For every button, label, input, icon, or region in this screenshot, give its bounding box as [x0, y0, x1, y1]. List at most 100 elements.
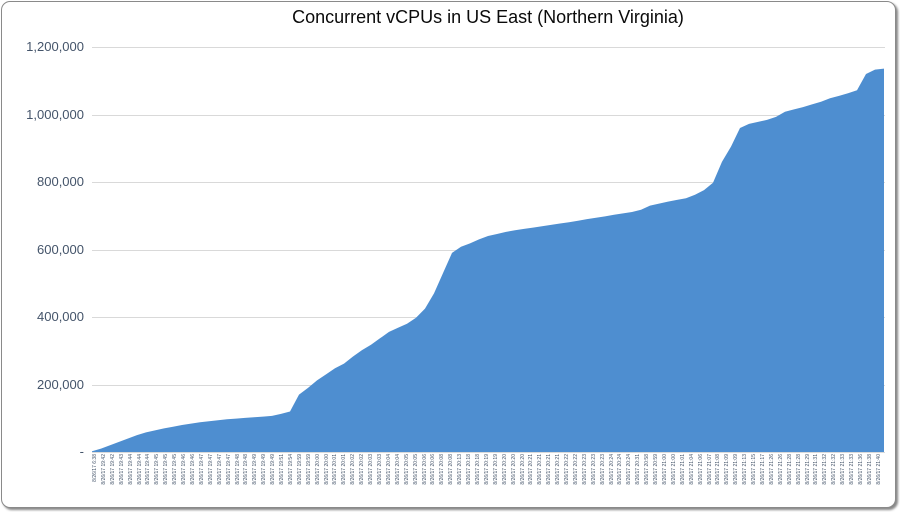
- x-tick-label: 8/26/17 21:08: [715, 454, 722, 485]
- x-tick-label: 8/26/17 19:49: [252, 454, 259, 485]
- y-grid-line: [92, 452, 885, 453]
- x-tick-label: 8/26/17 20:03: [377, 454, 383, 485]
- x-tick-label: 8/26/17 20:24: [608, 454, 615, 485]
- x-tick-label: 8/26/17 19:47: [216, 454, 223, 485]
- x-tick-label: 8/26/17 20:18: [466, 454, 473, 485]
- x-tick-label: 8/26/17 20:58: [644, 454, 651, 485]
- x-tick-label: 8/26/17 19:44: [136, 454, 143, 485]
- x-tick-label: 8/26/17 20:22: [572, 454, 579, 485]
- chart-title: Concurrent vCPUs in US East (Northern Vi…: [292, 7, 684, 27]
- x-tick-label: 8/26/17 20:31: [635, 454, 642, 485]
- x-axis-labels: 8/26/17 6:38 8/26/17 19:42 8/26/17 19:42 8/…: [92, 454, 884, 507]
- y-tick-label: 600,000: [37, 241, 84, 257]
- x-tick-label: 8/26/17 19:46: [189, 454, 196, 485]
- x-tick-label: 8/26/17 20:08: [439, 454, 446, 485]
- x-tick-label: 8/26/17 20:24: [626, 454, 633, 485]
- x-tick-label: 8/26/17 20:23: [599, 454, 606, 485]
- x-tick-label: 8/26/17 20:21: [528, 454, 535, 485]
- x-tick-label: 8/26/17 20:06: [421, 454, 428, 485]
- x-tick-label: 8/26/17 21:07: [706, 454, 713, 485]
- x-tick-label: 8/26/17 20:23: [590, 454, 597, 485]
- x-tick-label: 8/26/17 21:26: [777, 454, 784, 485]
- x-tick-label: 8/26/17 20:19: [492, 454, 499, 485]
- x-tick-label: 8/26/17 20:02: [350, 454, 357, 485]
- x-tick-label: 8/26/17 21:38: [866, 454, 873, 485]
- y-grid-line: [92, 182, 885, 183]
- x-tick-label: 8/26/17 21:31: [813, 454, 820, 485]
- y-tick-label: -: [79, 444, 84, 459]
- x-tick-label: 8/26/17 21:15: [751, 454, 758, 485]
- x-tick-label: 8/26/17 19:47: [207, 454, 214, 485]
- x-tick-label: 8/26/17 19:59: [296, 454, 303, 485]
- x-tick-label: 8/26/17 19:45: [154, 454, 161, 485]
- y-grid-line: [92, 114, 885, 116]
- x-tick-label: 8/26/17 19:59: [305, 454, 312, 485]
- x-tick-label: 8/26/17 20:06: [430, 454, 437, 485]
- x-tick-label: 8/26/17 21:00: [662, 454, 668, 485]
- x-tick-label: 8/26/17 20:03: [368, 454, 375, 485]
- x-tick-label: 8/26/17 20:02: [359, 454, 366, 485]
- x-tick-label: 8/26/17 20:21: [546, 454, 553, 485]
- x-tick-label: 8/26/17 21:01: [679, 454, 686, 485]
- x-tick-label: 8/26/17 19:45: [163, 454, 170, 485]
- x-tick-label: 8/26/17 19:42: [109, 454, 116, 485]
- x-tick-label: 8/26/17 21:26: [768, 454, 775, 485]
- x-tick-label: 8/26/17 20:24: [617, 454, 624, 485]
- x-tick-label: 8/26/17 19:49: [270, 454, 277, 485]
- x-tick-label: 8/26/17 20:23: [581, 454, 588, 485]
- x-tick-label: 8/26/17 19:44: [127, 454, 134, 485]
- y-tick-label: 1,200,000: [26, 39, 84, 54]
- x-tick-label: 8/26/17 19:48: [243, 454, 250, 485]
- area-series-wrap: [92, 47, 884, 452]
- x-tick-label: 8/26/17 21:09: [733, 454, 740, 485]
- x-tick-label: 8/26/17 21:32: [822, 454, 829, 485]
- y-tick-label: 800,000: [37, 174, 84, 189]
- x-tick-label: 8/26/17 21:33: [849, 454, 856, 485]
- x-tick-label: 8/26/17 21:09: [724, 454, 731, 485]
- y-tick-label: 1,000,000: [26, 106, 84, 122]
- x-tick-label: 8/26/17 19:44: [145, 454, 152, 485]
- x-tick-label: 8/26/17 21:06: [697, 454, 704, 485]
- x-tick-label: 8/26/17 20:20: [510, 454, 517, 485]
- x-tick-label: 8/26/17 20:01: [341, 454, 348, 485]
- x-tick-label: 8/26/17 20:19: [483, 454, 490, 485]
- x-tick-label: 8/26/17 19:43: [118, 454, 125, 485]
- x-tick-label: 8/26/17 20:04: [385, 454, 392, 485]
- x-tick-label: 8/26/17 20:18: [474, 454, 481, 485]
- x-tick-label: 8/26/17 21:28: [795, 454, 802, 485]
- x-tick-label: 8/26/17 20:20: [501, 454, 508, 485]
- x-tick-label: 8/26/17 19:45: [172, 454, 179, 485]
- x-tick-label: 8/26/17 20:13: [457, 454, 464, 485]
- x-tick-label: 8/26/17 20:00: [323, 454, 330, 485]
- area-series: [92, 68, 884, 452]
- x-tick-label: 8/26/17 21:33: [840, 454, 847, 485]
- x-tick-label: 8/26/17 21:29: [804, 454, 811, 485]
- x-tick-label: 8/26/17 20:21: [555, 454, 562, 485]
- x-tick-label: 8/26/17 19:47: [198, 454, 205, 485]
- y-grid-line: [92, 47, 885, 48]
- y-tick-label: 400,000: [37, 309, 84, 324]
- x-tick-label: 8/26/17 20:59: [653, 454, 660, 485]
- x-tick-label: 8/26/17 19:47: [225, 454, 232, 485]
- x-tick-label: 8/26/17 21:40: [875, 454, 882, 485]
- x-tick-label: 8/26/17 21:13: [742, 454, 749, 485]
- x-tick-label: 8/26/17 20:21: [537, 454, 544, 485]
- x-tick-label: 8/26/17 20:04: [394, 454, 401, 485]
- x-tick-label: 8/26/17 19:49: [261, 454, 268, 485]
- area-polygon: [92, 68, 884, 452]
- x-tick-label: 8/26/17 20:05: [412, 454, 419, 485]
- x-tick-label: 8/26/17 19:42: [100, 454, 107, 485]
- x-tick-label: 8/26/17 19:48: [234, 454, 241, 485]
- x-tick-label: 8/26/17 21:00: [670, 454, 677, 485]
- x-tick-label: 8/26/17 20:05: [403, 454, 410, 485]
- x-tick-label: 8/26/17 20:08: [448, 454, 455, 485]
- x-tick-label: 8/26/17 19:51: [279, 454, 286, 485]
- y-tick-label: 200,000: [37, 376, 84, 392]
- x-tick-label: 8/26/17 21:36: [857, 454, 864, 485]
- x-tick-label: 8/26/17 21:28: [786, 454, 793, 485]
- x-tick-label: 8/26/17 20:20: [519, 454, 526, 485]
- x-tick-label: 8/26/17 21:32: [831, 454, 838, 485]
- x-tick-label: 8/26/17 21:04: [688, 454, 695, 485]
